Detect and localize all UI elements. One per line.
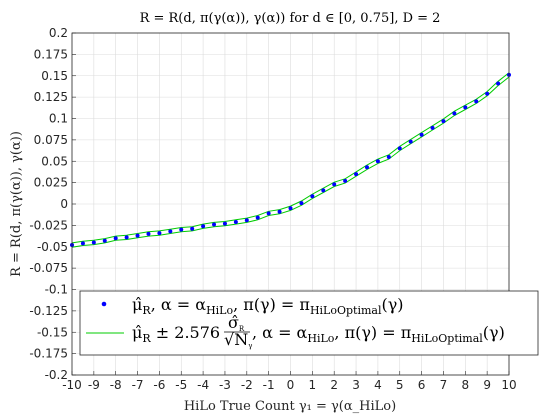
mean-point: [299, 201, 304, 206]
y-tick-label: -0.05: [37, 240, 68, 254]
mean-point: [397, 146, 402, 151]
x-tick-label: -6: [153, 378, 165, 392]
mean-point: [91, 240, 96, 245]
mean-point: [332, 182, 337, 187]
x-axis-label: HiLo True Count γ₁ = γ(α_HiLo): [184, 399, 396, 414]
x-tick-label: 3: [352, 378, 360, 392]
x-tick-label: 5: [396, 378, 404, 392]
mean-point: [233, 219, 238, 224]
mean-point: [266, 211, 271, 216]
y-tick-labels: -0.2 -0.175 -0.15 -0.125 -0.1 -0.075 -0.05 -0.0…: [29, 26, 68, 382]
svg-text:σ̂R: σ̂R: [228, 313, 245, 333]
mean-point: [430, 125, 435, 130]
y-tick-label: 0.125: [34, 90, 68, 104]
mean-point: [496, 81, 501, 86]
y-tick-label: 0.1: [49, 112, 68, 126]
mean-point: [343, 178, 348, 183]
x-tick-label: 9: [483, 378, 491, 392]
mean-point: [179, 227, 184, 232]
y-tick-label: -0.1: [45, 283, 68, 297]
mean-point: [321, 188, 326, 193]
y-tick-label: 0.175: [34, 47, 68, 61]
x-tick-label: -7: [132, 378, 144, 392]
y-tick-label: -0.15: [37, 325, 68, 339]
y-tick-label: 0.15: [41, 69, 68, 83]
mean-point: [255, 215, 260, 220]
x-tick-label: -2: [241, 378, 253, 392]
mean-point: [201, 224, 206, 229]
x-tick-label: -1: [263, 378, 275, 392]
band-lower-line: [71, 76, 510, 248]
y-tick-label: -0.075: [29, 261, 68, 275]
x-tick-label: 8: [461, 378, 469, 392]
y-tick-label: -0.2: [45, 368, 68, 382]
mean-point: [288, 206, 293, 211]
mean-point: [277, 209, 282, 214]
mean-point: [474, 99, 479, 104]
mean-point: [102, 238, 107, 243]
y-tick-label: -0.025: [29, 218, 68, 232]
y-tick-label: 0.025: [34, 176, 68, 190]
mean-point: [310, 194, 315, 199]
confidence-band: [71, 72, 510, 248]
mean-point: [157, 231, 162, 236]
x-tick-label: -10: [62, 378, 82, 392]
mean-points: [70, 72, 511, 248]
x-tick-labels: -10 -9 -8 -7 -6 -5 -4 -3 -2 -1 0 1 2 3 4 5 6 7 8 9 10: [62, 378, 516, 392]
plot-frame: [71, 32, 510, 376]
x-tick-label: -4: [197, 378, 209, 392]
mean-point: [190, 226, 195, 231]
y-tick-label: -0.175: [29, 347, 68, 361]
legend-marker-mean: [101, 301, 107, 307]
mean-point: [354, 172, 359, 177]
y-tick-label: 0: [60, 197, 68, 211]
mean-point: [124, 235, 129, 240]
x-tick-label: 1: [309, 378, 317, 392]
mean-point: [452, 111, 457, 116]
legend-label-mean: μ̂R, α = αHiLo, π(γ) = πHiLoOptimal(γ): [132, 295, 404, 317]
chart-title: R = R(d, π(γ(α)), γ(α)) for d ∈ [0, 0.75…: [140, 11, 441, 26]
x-tick-label: 6: [418, 378, 426, 392]
legend-fraction: σ̂R √Nγ: [224, 313, 252, 350]
mean-point: [364, 165, 369, 170]
legend-box: [79, 290, 539, 356]
x-tick-label: 0: [287, 378, 295, 392]
x-tick-label: -3: [219, 378, 231, 392]
mean-point: [485, 91, 490, 96]
x-tick-label: -5: [175, 378, 187, 392]
mean-point: [212, 222, 217, 227]
x-tick-label: 7: [440, 378, 448, 392]
legend: μ̂R, α = αHiLo, π(γ) = πHiLoOptimal(γ) μ…: [79, 290, 539, 356]
x-tick-label: 2: [330, 378, 338, 392]
mean-point: [386, 154, 391, 159]
mean-point: [441, 119, 446, 124]
legend-label-band: μ̂R ± 2.576: [132, 323, 220, 345]
mean-point: [222, 221, 227, 226]
mean-point: [146, 231, 151, 236]
y-tick-label: 0.075: [34, 133, 68, 147]
y-tick-label: -0.125: [29, 304, 68, 318]
mean-point: [408, 139, 413, 144]
y-axis-label: R = R(d, π(γ(α)), γ(α)): [9, 131, 24, 277]
mean-point: [113, 236, 118, 241]
mean-point: [463, 105, 468, 110]
mean-point: [80, 241, 85, 246]
mean-point: [244, 218, 249, 223]
mean-point: [375, 159, 380, 164]
x-tick-label: 10: [501, 378, 516, 392]
y-tick-label: 0.05: [41, 154, 68, 168]
x-tick-label: -8: [110, 378, 122, 392]
mean-point: [135, 233, 140, 238]
y-tick-label: 0.2: [49, 26, 68, 40]
x-tick-label: 4: [374, 378, 382, 392]
svg-text:√Nγ: √Nγ: [224, 330, 252, 350]
band-upper-line: [71, 72, 510, 244]
x-tick-label: -9: [88, 378, 100, 392]
mean-point: [168, 229, 173, 234]
legend-label-band-rest: , α = αHiLo, π(γ) = πHiLoOptimal(γ): [252, 323, 505, 345]
mean-point: [419, 132, 424, 137]
